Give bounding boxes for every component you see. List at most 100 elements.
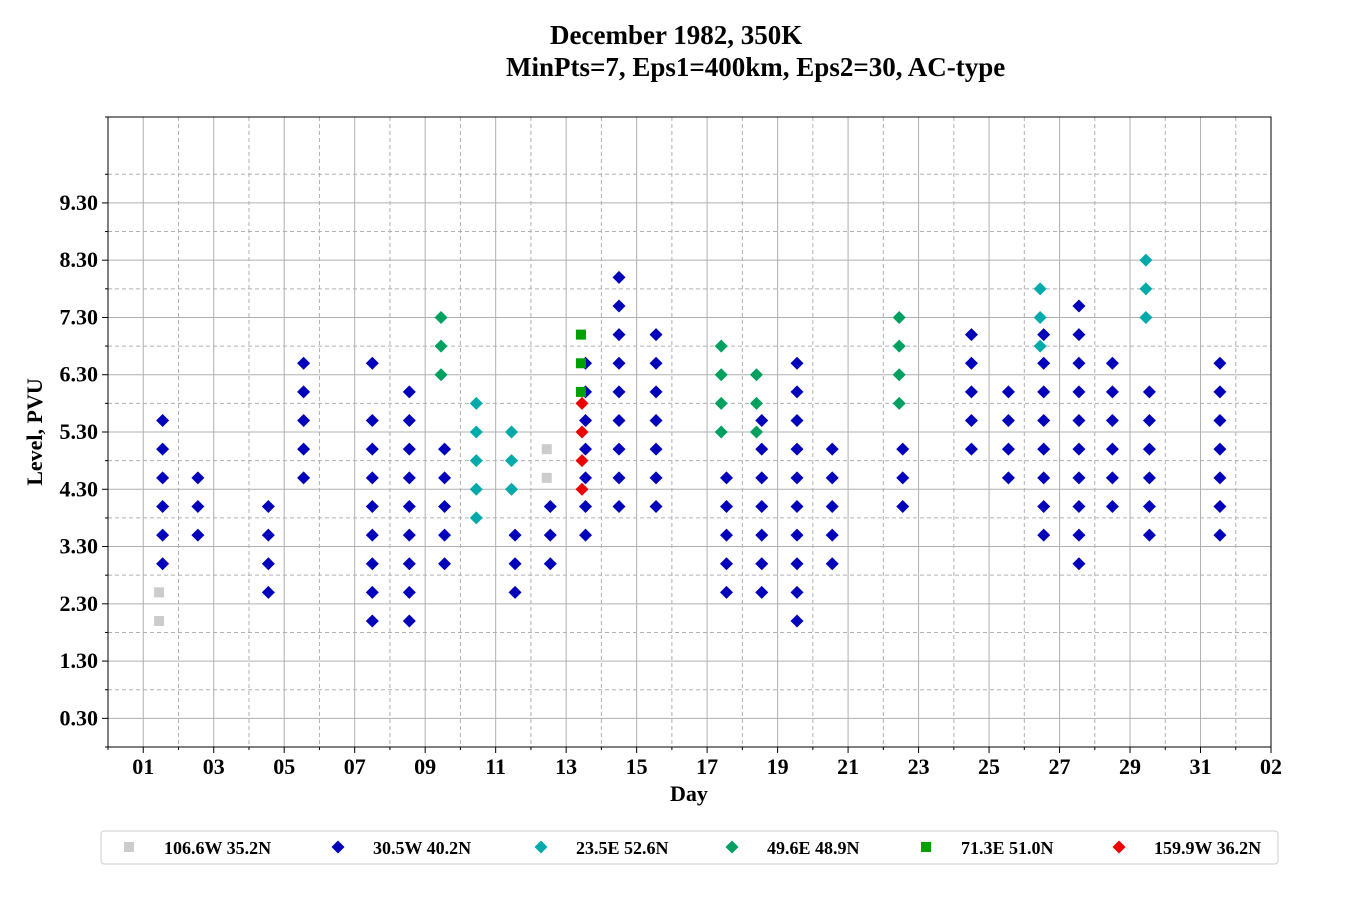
data-point [1037,442,1051,456]
data-point [365,528,379,542]
x-tick-label: 07 [344,754,366,779]
data-point [1001,442,1015,456]
series-2 [469,253,1153,525]
data-point [297,385,311,399]
data-point [191,471,205,485]
data-point [964,356,978,370]
data-point [156,471,170,485]
data-point [469,511,483,525]
data-point [434,339,448,353]
data-point [1142,528,1156,542]
data-point [1001,414,1015,428]
data-point [1213,385,1227,399]
data-point [612,385,626,399]
data-point [154,616,165,626]
data-point [579,414,593,428]
data-point [261,585,275,599]
legend-label: 106.6W 35.2N [164,838,271,858]
data-point [543,528,557,542]
legend-marker [331,840,345,854]
data-point [1213,499,1227,513]
data-point [612,356,626,370]
data-point [612,414,626,428]
x-tick-label: 11 [485,754,506,779]
data-point [896,442,910,456]
data-point [434,368,448,382]
legend-marker [124,842,134,852]
y-tick-label: 0.30 [60,705,99,730]
data-point [402,471,416,485]
data-point [1037,328,1051,342]
data-point [720,585,734,599]
data-point [575,358,586,369]
legend: 106.6W 35.2N 30.5W 40.2N 23.5E 52.6N 49.6E … [100,830,1279,865]
data-point [1072,528,1086,542]
x-tick-label: 31 [1190,754,1212,779]
data-point [402,499,416,513]
legend-marker [921,842,931,852]
data-point [543,557,557,571]
y-tick-label: 2.30 [60,591,99,616]
data-point [755,414,769,428]
data-point [1213,414,1227,428]
data-point [1072,356,1086,370]
x-tick-label: 19 [767,754,789,779]
data-point [402,528,416,542]
data-point [575,454,589,468]
data-point [649,356,663,370]
data-point [1072,499,1086,513]
data-point [790,356,804,370]
data-point [720,528,734,542]
data-point [579,471,593,485]
data-point [755,528,769,542]
y-tick-label: 8.30 [60,247,99,272]
data-point [649,414,663,428]
data-point [579,528,593,542]
data-point [1072,414,1086,428]
data-point [964,442,978,456]
data-point [1037,528,1051,542]
data-point [755,471,769,485]
data-point [790,442,804,456]
x-tick-label: 21 [837,754,859,779]
data-point [1072,557,1086,571]
data-point [896,471,910,485]
x-tick-label: 09 [414,754,436,779]
data-point [402,557,416,571]
legend-marker [1112,840,1126,854]
data-point [365,356,379,370]
data-point [575,425,589,439]
data-point [365,557,379,571]
data-point [365,614,379,628]
legend-label: 23.5E 52.6N [576,838,669,858]
series-5 [575,396,589,496]
data-point [720,471,734,485]
x-tick-label: 17 [696,754,718,779]
data-point [790,499,804,513]
data-point [365,585,379,599]
data-point [720,557,734,571]
data-point [365,414,379,428]
data-point [755,499,769,513]
data-point [790,414,804,428]
data-point [508,585,522,599]
data-point [365,471,379,485]
data-point [261,499,275,513]
y-axis-label: Level, PVU [22,378,47,486]
y-tick-label: 6.30 [60,362,99,387]
chart-title-line-1: December 1982, 350K [550,20,803,50]
data-point [649,499,663,513]
chart-title-line-2: MinPts=7, Eps1=400km, Eps2=30, AC-type [506,52,1006,82]
data-point [191,499,205,513]
data-point [1037,356,1051,370]
data-point [469,396,483,410]
data-point [749,425,763,439]
y-tick-label: 3.30 [60,534,99,559]
data-point [825,471,839,485]
data-point [575,396,589,410]
data-point [1033,310,1047,324]
data-point [1142,442,1156,456]
data-point [575,482,589,496]
data-point [402,614,416,628]
